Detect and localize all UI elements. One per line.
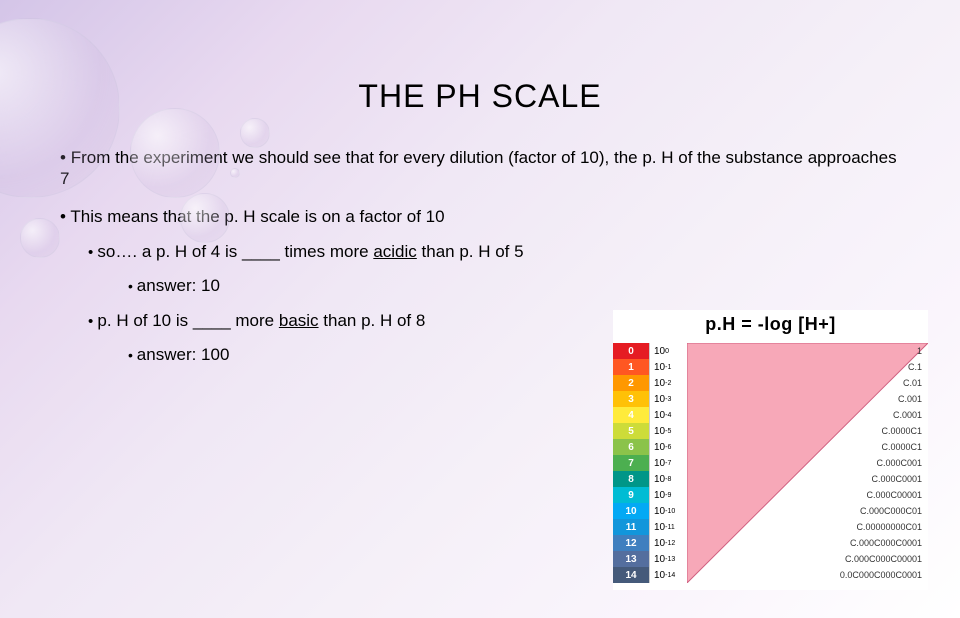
bullet-text: This means that the p. H scale is on a f… [70,207,444,226]
power-value: 10-13 [650,551,687,567]
bullet-text: so…. a p. H of 4 is ____ times more [97,242,373,261]
power-value: 100 [650,343,687,359]
ph-bar: 5 [613,423,649,439]
bubble-decoration [130,108,220,198]
ph-bar: 13 [613,551,649,567]
ph-bar: 10 [613,503,649,519]
power-of-ten-column: 10010-110-210-310-410-510-610-710-810-91… [649,343,687,583]
bubble-decoration [240,118,270,148]
concentration-value: C.000C00001 [840,487,924,503]
concentration-value: C.000C001 [840,455,924,471]
bullet-item: answer: 10 [128,275,900,296]
chart-body: 01234567891011121314 10010-110-210-310-4… [613,343,928,583]
ph-bar: 14 [613,567,649,583]
power-value: 10-14 [650,567,687,583]
ph-bar: 12 [613,535,649,551]
ph-bar: 9 [613,487,649,503]
ph-bar: 7 [613,455,649,471]
bubble-decoration [230,168,240,178]
ph-bar: 2 [613,375,649,391]
power-value: 10-8 [650,471,687,487]
answer-text: answer: 10 [137,276,220,295]
answer-text: answer: 100 [137,345,230,364]
concentration-value: C.0000C1 [840,439,924,455]
bullet-text: than p. H of 5 [417,242,524,261]
slide-title: THE PH SCALE [0,78,960,115]
concentration-value: C.000C000C00001 [840,551,924,567]
power-value: 10-7 [650,455,687,471]
ph-bar: 8 [613,471,649,487]
bullet-text: p. H of 10 is ____ more [97,311,278,330]
bullet-item: so…. a p. H of 4 is ____ times more acid… [88,241,900,296]
power-value: 10-10 [650,503,687,519]
power-value: 10-4 [650,407,687,423]
ph-bar: 6 [613,439,649,455]
ph-bar: 1 [613,359,649,375]
ph-scale-chart: p.H = -log [H+] 01234567891011121314 100… [613,310,928,590]
power-value: 10-2 [650,375,687,391]
power-value: 10-6 [650,439,687,455]
concentration-value: C.00000000C01 [840,519,924,535]
ph-bar: 4 [613,407,649,423]
bubble-decoration [180,193,230,243]
concentration-value: C.001 [840,391,924,407]
underlined-word: acidic [373,242,416,261]
underlined-word: basic [279,311,319,330]
power-value: 10-3 [650,391,687,407]
ph-bar: 11 [613,519,649,535]
concentration-value: C.000C000C0001 [840,535,924,551]
concentration-value: C.000C000C01 [840,503,924,519]
power-value: 10-1 [650,359,687,375]
concentration-value: 1 [840,343,924,359]
ph-bar: 3 [613,391,649,407]
concentration-column: 1C.1C.01C.001C.0001C.0000C1C.0000C1C.000… [840,343,924,583]
concentration-value: C.01 [840,375,924,391]
concentration-triangle-area: 1C.1C.01C.001C.0001C.0000C1C.0000C1C.000… [687,343,928,583]
concentration-value: C.0001 [840,407,924,423]
concentration-value: 0.0C000C000C0001 [840,567,924,583]
ph-color-column: 01234567891011121314 [613,343,649,583]
concentration-value: C.000C0001 [840,471,924,487]
ph-formula: p.H = -log [H+] [613,310,928,343]
ph-bar: 0 [613,343,649,359]
bullet-text: than p. H of 8 [319,311,426,330]
power-value: 10-12 [650,535,687,551]
power-value: 10-9 [650,487,687,503]
power-value: 10-5 [650,423,687,439]
power-value: 10-11 [650,519,687,535]
concentration-value: C.1 [840,359,924,375]
bubble-decoration [20,218,60,258]
concentration-value: C.0000C1 [840,423,924,439]
